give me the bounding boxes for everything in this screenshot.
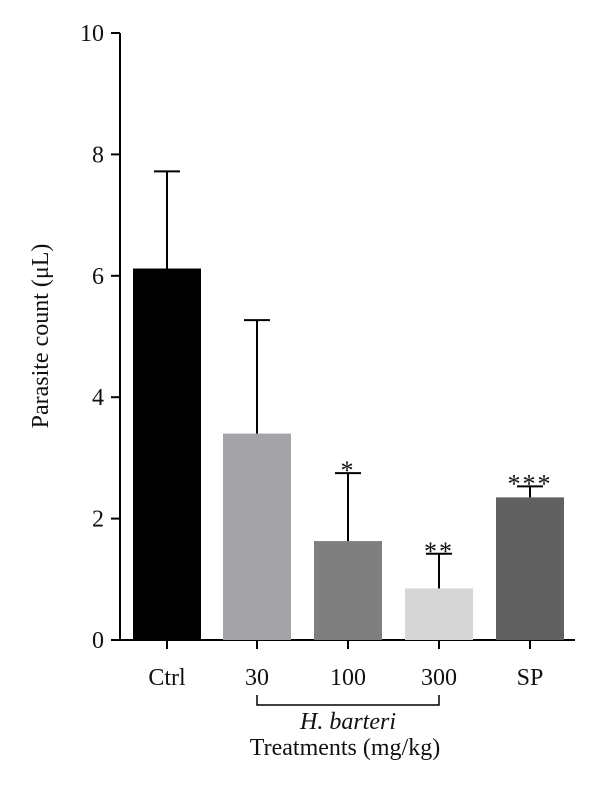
significance-marker: * bbox=[341, 456, 356, 485]
x-tick-label: 300 bbox=[421, 665, 457, 691]
x-tick-label: SP bbox=[517, 665, 544, 691]
significance-markers: ****** bbox=[341, 456, 553, 566]
x-tick-label: 100 bbox=[330, 665, 366, 691]
x-tick-label: Ctrl bbox=[148, 665, 186, 691]
x-axis: Ctrl 30 100 300 SP bbox=[120, 639, 575, 691]
treatment-group-bracket: H. barteri bbox=[256, 695, 440, 735]
group-bracket bbox=[256, 695, 440, 706]
bar bbox=[405, 588, 473, 640]
bars bbox=[133, 268, 564, 640]
y-tick-label: 0 bbox=[92, 628, 104, 654]
bar bbox=[314, 541, 382, 640]
bar bbox=[496, 497, 564, 640]
group-label: H. barteri bbox=[299, 709, 396, 735]
y-tick-label: 4 bbox=[92, 385, 104, 411]
y-tick-label: 6 bbox=[92, 264, 104, 290]
bar bbox=[223, 433, 291, 640]
x-axis-title: Treatments (mg/kg) bbox=[250, 735, 440, 761]
x-tick-label: 30 bbox=[245, 665, 269, 691]
bar bbox=[133, 268, 201, 640]
significance-marker: *** bbox=[508, 469, 553, 498]
y-tick-label: 2 bbox=[92, 507, 104, 533]
y-axis: 0 2 4 6 8 10 bbox=[80, 21, 121, 654]
y-tick-label: 10 bbox=[80, 21, 104, 47]
error-bars bbox=[154, 170, 543, 589]
y-tick-label: 8 bbox=[92, 142, 104, 168]
significance-marker: ** bbox=[424, 537, 454, 566]
y-axis-title: Parasite count (μL) bbox=[28, 244, 54, 429]
